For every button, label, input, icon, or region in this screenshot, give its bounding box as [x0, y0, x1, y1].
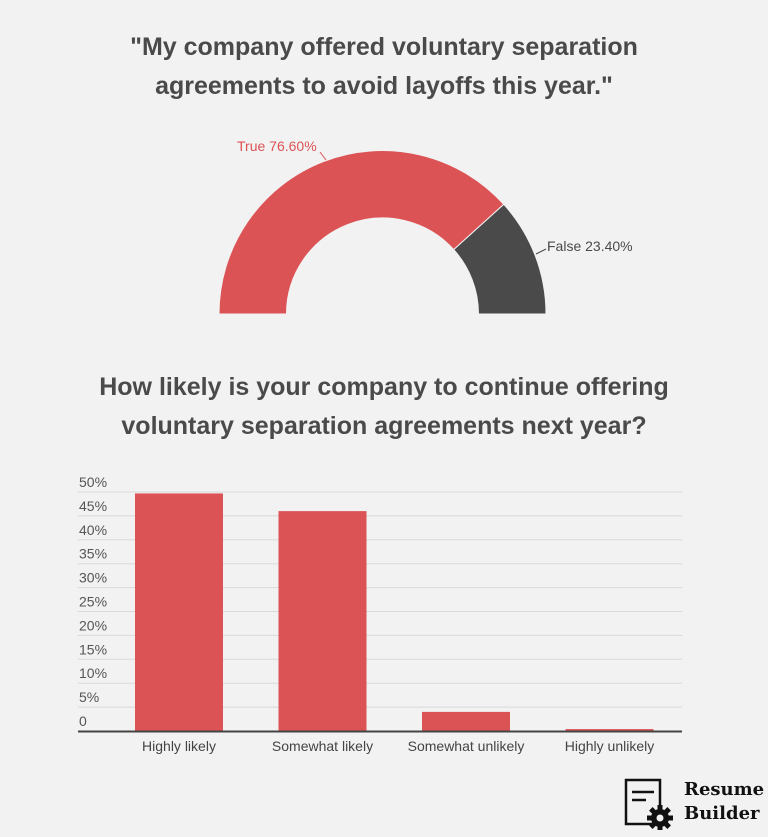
y-tick-label: 45% — [79, 498, 107, 514]
half-donut-chart: True 76.60% False 23.40% — [218, 138, 633, 315]
y-tick-label: 25% — [79, 594, 107, 610]
x-tick-label: Somewhat unlikely — [408, 738, 525, 754]
y-tick-label: 15% — [79, 641, 107, 657]
y-tick-label: 30% — [79, 570, 107, 586]
document-gear-icon — [624, 778, 673, 830]
y-tick-label: 5% — [79, 689, 99, 705]
y-tick-label: 50% — [79, 474, 107, 490]
bar-chart: 0 5% 10% 15% 20% 25% 30% 35% 40% 45% 50% Highly lik… — [78, 474, 682, 754]
bar-highly-likely — [135, 493, 223, 731]
y-tick-label: 40% — [79, 522, 107, 538]
y-tick-label: 10% — [79, 665, 107, 681]
donut-chart-title: "My company offered voluntary separation… — [0, 28, 768, 106]
title-line-1: How likely is your company to continue o… — [99, 373, 669, 401]
title-line-2: voluntary separation agreements next yea… — [121, 412, 647, 440]
label-false: False 23.40% — [547, 238, 633, 254]
bar-highly-unlikely — [565, 729, 654, 731]
y-tick-label: 35% — [79, 546, 107, 562]
y-tick-label: 20% — [79, 617, 107, 633]
resume-builder-logo: Resume Builder — [624, 778, 764, 830]
bar-somewhat-likely — [278, 511, 367, 731]
x-tick-label: Highly likely — [142, 738, 216, 754]
logo-text: Resume Builder — [684, 778, 764, 826]
logo-line-1: Resume — [684, 779, 765, 800]
donut-slice-false — [453, 203, 547, 315]
title-line-2: agreements to avoid layoffs this year." — [155, 72, 613, 100]
bar-somewhat-unlikely — [422, 711, 510, 731]
bar-chart-title: How likely is your company to continue o… — [0, 368, 768, 446]
x-tick-label: Highly unlikely — [565, 738, 654, 754]
x-tick-label: Somewhat likely — [272, 738, 373, 754]
y-tick-label: 0 — [79, 713, 87, 729]
label-true: True 76.60% — [237, 138, 317, 154]
donut-slice-true — [218, 150, 505, 315]
title-line-1: "My company offered voluntary separation — [130, 33, 638, 61]
logo-line-2: Builder — [684, 803, 760, 824]
